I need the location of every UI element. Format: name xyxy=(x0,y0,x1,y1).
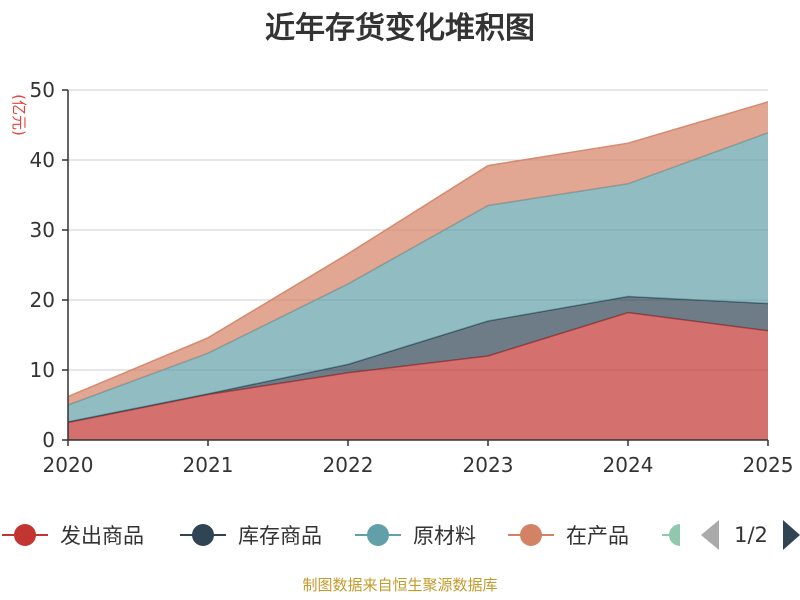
y-tick-label: 50 xyxy=(30,78,55,102)
legend-label: 原材料 xyxy=(413,524,476,548)
x-tick-label: 2021 xyxy=(183,453,234,477)
legend-marker xyxy=(192,524,214,546)
area-2 xyxy=(68,296,768,423)
y-tick-label: 20 xyxy=(30,288,55,312)
legend-marker xyxy=(14,524,36,546)
legend-prev-page-icon[interactable] xyxy=(701,520,719,550)
area-4 xyxy=(68,101,768,406)
area-series xyxy=(67,101,769,440)
y-tick-label: 30 xyxy=(30,218,55,242)
area-3 xyxy=(68,132,768,422)
legend-item-1[interactable]: 发出商品 xyxy=(2,524,144,548)
legend-next-page-icon[interactable] xyxy=(783,520,800,550)
legend-marker xyxy=(367,524,389,546)
legend-marker xyxy=(520,524,542,546)
legend-item-4[interactable]: 在产品 xyxy=(508,524,629,548)
legend-pager: 1/2 xyxy=(701,520,800,550)
x-tick-labels: 2020 2021 2022 2023 2024 2025 xyxy=(43,453,794,477)
x-tick-label: 2022 xyxy=(323,453,374,477)
legend-item-2[interactable]: 库存商品 xyxy=(180,524,322,548)
legend-item-3[interactable]: 原材料 xyxy=(355,524,476,548)
legend-page-indicator: 1/2 xyxy=(734,523,768,547)
legend: 发出商品 库存商品 原材料 在产品 xyxy=(2,524,680,548)
legend-label: 库存商品 xyxy=(238,524,322,548)
legend-label: 在产品 xyxy=(566,524,629,548)
y-axis-unit: (亿元) xyxy=(10,94,28,136)
x-tick-label: 2023 xyxy=(463,453,514,477)
area-line-4 xyxy=(67,101,769,398)
x-tick-label: 2024 xyxy=(603,453,654,477)
x-tick-label: 2020 xyxy=(43,453,94,477)
y-tick-label: 0 xyxy=(42,428,55,452)
y-tick-labels: 0 10 20 30 40 50 xyxy=(30,78,55,452)
axes xyxy=(62,89,769,446)
legend-marker xyxy=(669,524,680,546)
legend-label: 发出商品 xyxy=(60,524,144,548)
area-1 xyxy=(68,312,768,440)
y-tick-label: 40 xyxy=(30,148,55,172)
x-tick-label: 2025 xyxy=(743,453,794,477)
legend-item-partial[interactable] xyxy=(662,524,680,546)
data-source-note: 制图数据来自恒生聚源数据库 xyxy=(302,576,497,594)
chart-title: 近年存货变化堆积图 xyxy=(265,11,535,46)
y-tick-label: 10 xyxy=(30,358,55,382)
